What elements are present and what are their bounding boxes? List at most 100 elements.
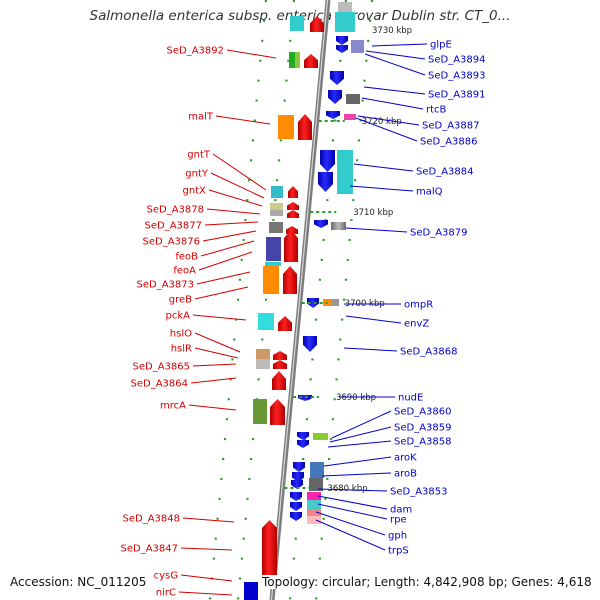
- gene-block: [307, 492, 321, 500]
- gene-label-right: malQ: [416, 187, 443, 198]
- gene-label-right: SeD_A3879: [410, 228, 468, 239]
- gene-block: [256, 359, 270, 369]
- topology-text: Topology: circular; Length: 4,842,908 bp…: [262, 575, 592, 589]
- gene-block: [307, 516, 321, 524]
- gene-block: [278, 115, 294, 139]
- leader-line: [315, 519, 386, 551]
- leader-line: [212, 153, 267, 191]
- gene-block: [310, 462, 324, 478]
- gene-label-right: SeD_A3891: [428, 90, 486, 101]
- gene-block: [266, 237, 281, 261]
- leader-line: [315, 511, 386, 536]
- gene-block: [344, 114, 356, 120]
- gene-label-left: feoA: [173, 266, 196, 277]
- leader-line: [329, 426, 392, 443]
- gene-block: [331, 222, 346, 230]
- leader-line: [323, 456, 392, 467]
- gene-arrow: [273, 360, 287, 369]
- gene-label-left: SeD_A3876: [143, 237, 201, 248]
- gene-arrow: [278, 316, 292, 331]
- leader-line: [194, 286, 249, 300]
- gene-block: [307, 500, 321, 509]
- gene-arrow: [307, 298, 319, 308]
- gene-arrow: [320, 150, 335, 172]
- gene-block: [337, 150, 353, 194]
- gene-label-left: SeD_A3873: [137, 280, 195, 291]
- gene-arrow: [336, 45, 348, 53]
- gene-arrow: [293, 462, 305, 472]
- gene-arrow: [310, 16, 324, 32]
- gene-label-left: mrcA: [160, 401, 186, 412]
- leader-line: [190, 377, 237, 384]
- gene-block: [307, 509, 321, 516]
- gene-label-right: SeD_A3884: [416, 167, 474, 178]
- gene-label-right: SeD_A3859: [394, 423, 452, 434]
- gene-label-left: SeD_A3892: [167, 46, 225, 57]
- gene-label-left: hslO: [170, 329, 192, 340]
- gene-arrow: [272, 371, 286, 390]
- leader-line: [208, 189, 263, 207]
- gene-arrow: [286, 226, 298, 234]
- gene-label-left: gntT: [187, 150, 211, 161]
- leader-line: [192, 363, 237, 367]
- leader-line: [182, 517, 235, 523]
- gene-label-right: nudE: [398, 393, 423, 404]
- leader-line: [204, 221, 259, 226]
- gene-label-right: gph: [388, 531, 407, 542]
- gene-label-left: cysG: [154, 571, 178, 582]
- gene-arrow: [298, 114, 312, 140]
- gene-label-right: SeD_A3858: [394, 437, 452, 448]
- gene-block: [265, 262, 281, 266]
- gene-label-left: SeD_A3877: [145, 221, 203, 232]
- gene-arrow: [270, 399, 285, 425]
- gene-block: [270, 203, 283, 210]
- gene-label-right: envZ: [404, 319, 429, 330]
- leader-line: [355, 117, 418, 142]
- gene-label-left: malT: [188, 112, 214, 123]
- gene-label-right: SeD_A3887: [422, 121, 480, 132]
- gene-label-left: SeD_A3878: [147, 205, 205, 216]
- gene-label-right: aroK: [394, 453, 417, 464]
- gene-label-right: SeD_A3894: [428, 55, 486, 66]
- gene-arrow: [290, 512, 302, 521]
- leader-line: [206, 208, 261, 215]
- leader-line: [226, 49, 277, 59]
- leader-line: [345, 315, 402, 324]
- leader-line: [349, 185, 414, 192]
- leader-line: [215, 115, 271, 125]
- gene-block: [335, 12, 355, 32]
- leader-line: [363, 86, 426, 95]
- gene-label-right: SeD_A3860: [394, 407, 452, 418]
- leader-line: [178, 591, 233, 596]
- gene-block: [271, 186, 283, 198]
- gene-label-left: SeD_A3847: [121, 544, 179, 555]
- gene-blocks: [244, 2, 364, 600]
- gene-label-right: rpe: [390, 515, 407, 526]
- gene-labels: SeD_A3892 malT gntT gntY gntX SeD_A3878 SeD_A3…: [121, 40, 486, 599]
- leader-line: [317, 495, 388, 510]
- gene-arrow: [290, 502, 302, 511]
- gene-label-left: hslR: [171, 344, 192, 355]
- gene-arrow: [273, 351, 287, 360]
- gene-block: [270, 210, 283, 216]
- gene-block: [313, 433, 328, 440]
- gene-arrow: [314, 220, 328, 228]
- gene-block: [338, 2, 352, 12]
- tick-label-partial: 3730 kbp: [372, 26, 412, 36]
- tick-label: 3720 kbp: [362, 117, 402, 127]
- gene-label-right: SeD_A3893: [428, 71, 486, 82]
- leader-line: [345, 227, 408, 233]
- gene-block: [290, 16, 304, 31]
- gene-block: [331, 299, 339, 306]
- gene-label-right: ompR: [404, 300, 433, 311]
- gene-block: [258, 313, 274, 330]
- gene-arrow: [303, 336, 317, 352]
- gene-arrow: [290, 492, 302, 501]
- leader-line: [327, 440, 392, 448]
- tick-label: 3710 kbp: [353, 208, 393, 218]
- gene-label-right: trpS: [388, 546, 409, 557]
- leader-line: [192, 314, 247, 321]
- leader-line: [361, 97, 424, 110]
- gene-arrow: [287, 202, 299, 210]
